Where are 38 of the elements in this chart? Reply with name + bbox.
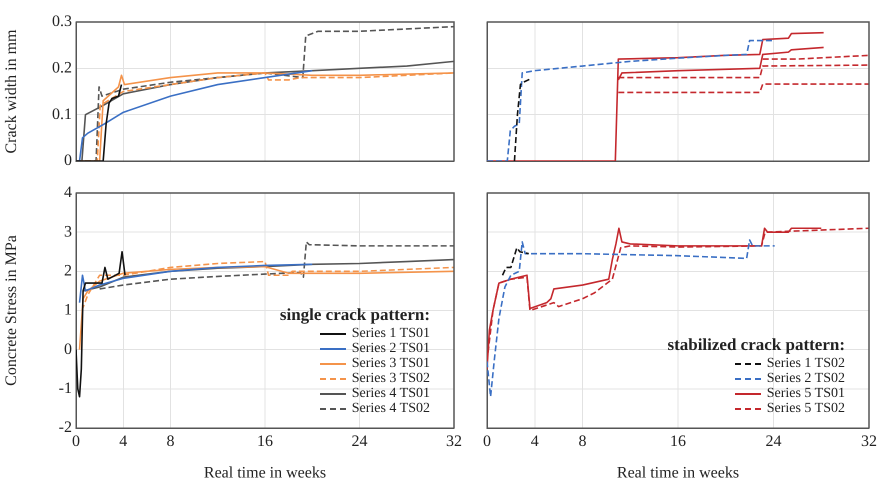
legend-label: Series 4 TS02 [352,401,430,416]
y-tick-label: 0.3 [52,13,72,30]
legend-label: Series 2 TS01 [352,341,430,356]
x-tick-label: 24 [352,432,368,450]
legend-label: Series 2 TS02 [766,371,845,386]
y-axis-title: Concrete Stress in MPa [2,235,20,386]
y-tick-label: 1 [64,302,72,319]
y-tick-label: 4 [64,184,72,202]
x-tick-label: 32 [861,432,877,450]
y-tick-label: 0 [64,340,72,358]
x-tick-label: 8 [578,432,586,450]
x-tick-label: 4 [119,432,128,450]
legend-label: Series 5 TS01 [766,386,845,401]
legend-label: Series 3 TS01 [352,356,430,371]
legend-label: Series 1 TS01 [352,326,430,341]
y-tick-label: -1 [58,380,72,398]
x-tick-label: 16 [257,432,273,450]
y-tick-label: -2 [58,419,72,436]
y-tick-label: 3 [64,223,72,240]
legend-label: Series 1 TS02 [766,356,845,371]
legend-title: single crack pattern: [280,305,430,324]
y-axis-title: Crack width in mm [2,28,20,154]
x-tick-label: 24 [766,432,782,450]
legend-label: Series 5 TS02 [766,401,845,416]
x-axis-title: Real time in weeks [616,464,740,482]
y-tick-label: 0 [64,152,72,170]
legend-label: Series 3 TS02 [352,371,430,386]
y-tick-label: 0.2 [52,60,72,77]
legend-label: Series 4 TS01 [352,386,430,401]
legend-title: stabilized crack pattern: [667,335,845,354]
x-tick-label: 8 [166,432,174,450]
x-axis-title: Real time in weeks [204,464,326,482]
y-tick-label: 0.1 [52,106,72,123]
x-tick-label: 16 [670,432,686,450]
x-tick-label: 0 [483,432,491,450]
x-tick-label: 4 [530,432,539,450]
y-tick-label: 2 [64,262,72,280]
x-tick-label: 32 [446,432,462,450]
